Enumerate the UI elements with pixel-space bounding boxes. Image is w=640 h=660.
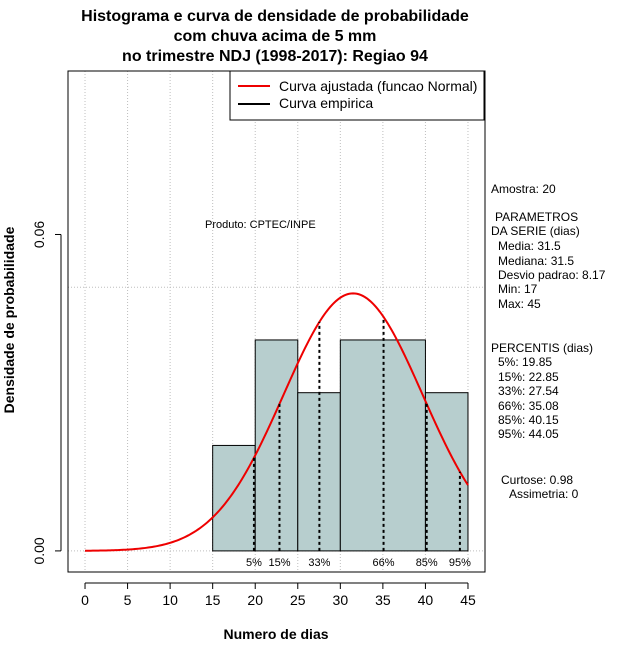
x-tick-label-0: 0 xyxy=(81,592,89,608)
y-tick-label-1: 0.06 xyxy=(31,221,47,248)
title-line-3: no trimestre NDJ (1998-2017): Regiao 94 xyxy=(122,48,428,65)
stats-p15: 15%: 22.85 xyxy=(498,370,559,384)
normal-curve-path xyxy=(85,292,469,552)
stats-p85: 85%: 40.15 xyxy=(498,413,559,427)
percentile-label-5: 95% xyxy=(449,557,471,569)
x-tick-label-4: 20 xyxy=(247,592,263,608)
stats-p95: 95%: 44.05 xyxy=(498,427,559,441)
x-tick-label-2: 10 xyxy=(162,592,178,608)
stats-min: Min: 17 xyxy=(498,282,538,296)
axes: 0 5 10 15 20 25 30 35 40 45 0.00 0.06 xyxy=(31,221,476,608)
x-tick-label-7: 35 xyxy=(375,592,391,608)
legend-label-fit: Curva ajustada (funcao Normal) xyxy=(279,78,477,94)
percentile-label-1: 15% xyxy=(268,557,290,569)
stats-max: Max: 45 xyxy=(498,297,541,311)
x-tick-label-3: 15 xyxy=(205,592,221,608)
product-annotation: Produto: CPTEC/INPE xyxy=(205,219,316,231)
legend-box xyxy=(229,70,485,121)
x-axis-label: Numero de dias xyxy=(223,626,328,642)
stats-amostra: Amostra: 20 xyxy=(491,182,556,196)
x-tick-label-9: 45 xyxy=(460,592,476,608)
legend: Curva ajustada (funcao Normal) Curva emp… xyxy=(229,70,485,121)
percentile-label-0: 5% xyxy=(246,557,262,569)
x-tick-label-6: 30 xyxy=(333,592,349,608)
stats-curtose: Curtose: 0.98 xyxy=(501,473,573,487)
stats-p66: 66%: 35.08 xyxy=(498,399,559,413)
title-line-1: Histograma e curva de densidade de proba… xyxy=(81,8,469,25)
stats-panel: Amostra: 20 PARAMETROS DA SERIE (dias) M… xyxy=(491,182,606,501)
y-tick-label-0: 0.00 xyxy=(31,537,47,564)
stats-desvio: Desvio padrao: 8.17 xyxy=(498,268,606,282)
stats-p33: 33%: 27.54 xyxy=(498,384,559,398)
percentile-label-2: 33% xyxy=(308,557,330,569)
y-axis-label: Densidade de probabilidade xyxy=(1,226,17,413)
stats-p5: 5%: 19.85 xyxy=(498,355,552,369)
x-tick-label-8: 40 xyxy=(418,592,434,608)
histogram-bar-1 xyxy=(254,339,299,552)
chart-title: Histograma e curva de densidade de proba… xyxy=(81,8,469,65)
percentile-label-3: 66% xyxy=(373,557,395,569)
percentile-label-4: 85% xyxy=(416,557,438,569)
title-line-2: com chuva acima de 5 mm xyxy=(174,28,377,45)
percentile-lines: 5% 15% 33% 66% 85% 95% xyxy=(246,316,471,569)
stats-assimetria: Assimetria: 0 xyxy=(509,487,579,501)
x-tick-label-5: 25 xyxy=(290,592,306,608)
stats-parametros-title-1: PARAMETROS xyxy=(495,210,578,224)
normal-curve xyxy=(85,292,469,552)
x-tick-label-1: 5 xyxy=(124,592,132,608)
stats-parametros-title-2: DA SERIE (dias) xyxy=(491,224,580,238)
legend-label-empirical: Curva empirica xyxy=(279,95,373,111)
histogram-bars xyxy=(212,339,469,552)
stats-media: Media: 31.5 xyxy=(498,239,561,253)
stats-percentis-title: PERCENTIS (dias) xyxy=(491,341,593,355)
stats-mediana: Mediana: 31.5 xyxy=(498,254,574,268)
histogram-bar-0 xyxy=(212,444,256,552)
